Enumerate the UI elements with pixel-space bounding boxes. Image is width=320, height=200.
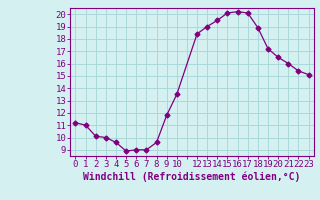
X-axis label: Windchill (Refroidissement éolien,°C): Windchill (Refroidissement éolien,°C): [83, 172, 301, 182]
